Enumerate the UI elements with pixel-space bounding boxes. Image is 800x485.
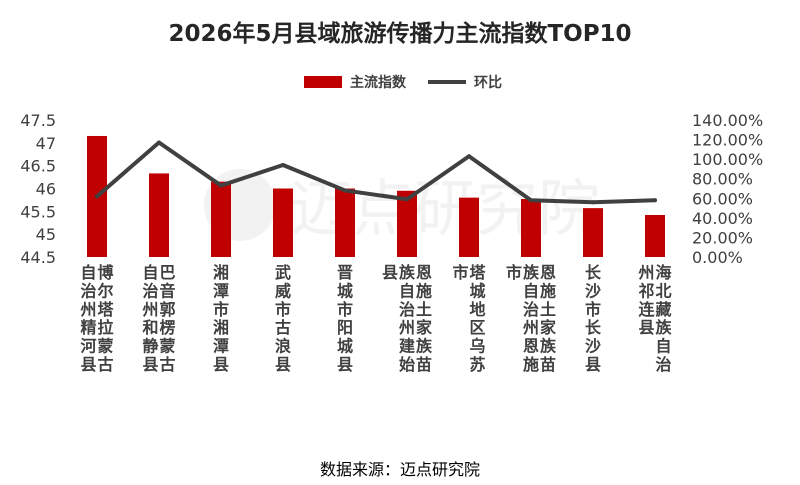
bar <box>335 188 355 257</box>
x-category-label: 恩施土家族苗族自治州建始县 <box>382 263 433 374</box>
legend-line-label: 环比 <box>474 75 502 91</box>
x-category-label: 博尔塔拉蒙古自治州精河县 <box>79 263 114 374</box>
y-left-tick-label: 46.5 <box>20 157 56 176</box>
x-category-label: 晋城市阳城县 <box>337 263 353 374</box>
y-right-tick-label: 100.00% <box>692 150 763 169</box>
y-right-tick-label: 120.00% <box>692 131 763 150</box>
source-note: 数据来源：迈点研究院 <box>319 460 480 479</box>
line-point <box>219 183 223 188</box>
bar <box>521 199 541 257</box>
y-right-tick-label: 20.00% <box>692 228 753 247</box>
x-category-label: 塔城地区乌苏市 <box>452 263 486 374</box>
y-right-tick-label: 40.00% <box>692 209 753 228</box>
line-point <box>405 197 409 202</box>
bar <box>397 190 417 257</box>
y-left-tick-label: 45 <box>36 225 56 244</box>
y-right-tick-label: 80.00% <box>692 170 753 189</box>
line-point <box>653 198 657 203</box>
x-category-label: 恩施土家族苗族自治州恩施市 <box>506 263 557 374</box>
chart-title: 2026年5月县域旅游传播力主流指数TOP10 <box>168 21 632 47</box>
bar <box>211 181 231 257</box>
line-point <box>529 198 533 203</box>
bar <box>273 188 293 257</box>
legend-bar-label: 主流指数 <box>350 75 406 91</box>
x-category-label: 巴音郭楞蒙古自治州和静县 <box>141 263 175 374</box>
y-left-tick-label: 47.5 <box>20 111 56 130</box>
line-point <box>591 200 595 205</box>
bar <box>645 214 665 257</box>
bar <box>149 173 169 257</box>
y-left-tick-label: 47 <box>36 134 56 153</box>
y-left-tick-label: 46 <box>36 180 56 199</box>
line-point <box>157 140 161 145</box>
x-category-label: 长沙市长沙县 <box>585 263 602 374</box>
bar <box>459 197 479 257</box>
line-point <box>467 154 471 159</box>
x-category-label: 武威市古浪县 <box>275 263 291 374</box>
x-category-label: 海北藏族自治州祁连县 <box>637 263 672 374</box>
y-left-tick-label: 44.5 <box>20 248 56 267</box>
line-point <box>343 188 347 193</box>
y-right-tick-label: 60.00% <box>692 189 753 208</box>
y-right-tick-label: 140.00% <box>692 111 763 130</box>
y-left-tick-label: 45.5 <box>20 202 56 221</box>
line-point <box>95 194 99 199</box>
legend-bar-swatch <box>304 76 342 88</box>
legend: 主流指数 环比 <box>304 71 502 93</box>
y-right-tick-label: 0.00% <box>692 248 743 267</box>
legend-line-swatch <box>428 80 466 84</box>
line-point <box>281 163 285 168</box>
line-series <box>95 140 657 205</box>
x-category-label: 湘潭市湘潭县 <box>213 263 229 374</box>
bar <box>583 208 603 257</box>
